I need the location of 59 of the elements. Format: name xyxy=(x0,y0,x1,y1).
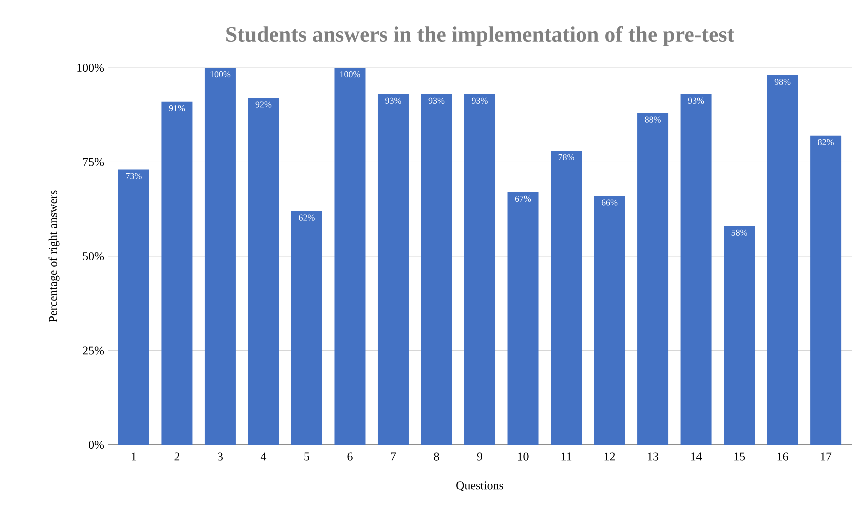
bar xyxy=(810,136,842,445)
x-tick-label: 13 xyxy=(648,452,659,461)
x-tick-label: 7 xyxy=(391,452,396,461)
bar xyxy=(551,150,582,445)
x-tick-label: 4 xyxy=(260,452,267,461)
data-label: 58% xyxy=(732,230,748,236)
bar xyxy=(508,192,539,445)
y-tick-label: 50% xyxy=(83,252,104,261)
bar xyxy=(421,94,452,445)
bar xyxy=(334,68,366,445)
y-tick-label: 25% xyxy=(83,346,104,355)
y-tick-label: 0% xyxy=(89,440,104,450)
bar xyxy=(594,196,626,445)
bar xyxy=(767,76,798,445)
bar xyxy=(638,113,669,445)
x-tick-label: 12 xyxy=(604,452,616,461)
data-label: 100% xyxy=(210,72,231,78)
x-tick-label: 17 xyxy=(821,452,832,461)
data-label: 92% xyxy=(256,102,272,108)
y-axis-title: Percentage of right answers xyxy=(48,190,60,322)
data-label: 67% xyxy=(515,196,532,202)
x-tick-label: 16 xyxy=(778,452,788,461)
y-tick-label: 75% xyxy=(83,158,104,166)
bar xyxy=(162,102,193,445)
x-tick-label: 10 xyxy=(518,452,529,461)
data-label: 93% xyxy=(688,98,704,104)
data-label: 98% xyxy=(774,79,791,86)
bar xyxy=(680,94,712,445)
bar xyxy=(291,211,322,445)
x-tick-label: 9 xyxy=(477,452,482,461)
data-label: 66% xyxy=(602,200,618,206)
data-label: 93% xyxy=(428,98,445,104)
x-tick-label: 8 xyxy=(434,452,440,461)
bar xyxy=(378,94,409,445)
data-label: 73% xyxy=(126,173,142,180)
bar xyxy=(248,98,280,445)
data-label: 82% xyxy=(818,139,834,146)
x-tick-label: 14 xyxy=(691,452,702,461)
x-tick-label: 11 xyxy=(562,452,572,461)
y-tick-label: 100% xyxy=(78,64,104,72)
data-label: 93% xyxy=(472,98,488,104)
x-axis-title: Questions xyxy=(456,482,504,492)
x-tick-label: 5 xyxy=(304,452,310,461)
bar xyxy=(118,170,150,445)
data-label: 93% xyxy=(386,98,402,104)
data-label: 78% xyxy=(558,154,574,161)
data-label: 100% xyxy=(340,72,360,78)
x-tick-label: 2 xyxy=(174,452,180,461)
bar xyxy=(464,94,496,445)
data-label: 62% xyxy=(299,214,315,221)
chart-title: Students answers in the implementation of the pre-test xyxy=(226,26,734,47)
bar xyxy=(204,68,236,445)
data-label: 88% xyxy=(645,116,661,123)
x-tick-label: 3 xyxy=(218,452,223,461)
x-tick-label: 6 xyxy=(348,452,353,461)
data-label: 91% xyxy=(169,105,186,112)
x-tick-label: 1 xyxy=(132,452,136,461)
bar xyxy=(724,226,756,445)
x-tick-label: 15 xyxy=(734,452,746,461)
